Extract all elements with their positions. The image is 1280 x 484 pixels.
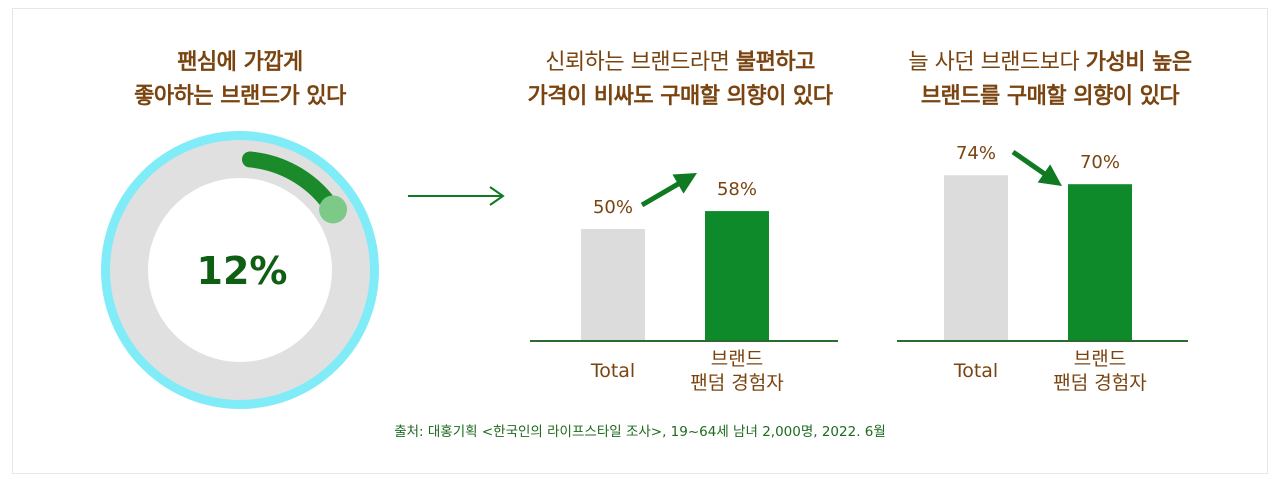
bar-chart-1-category-fandom-line1: 브랜드 xyxy=(711,348,763,370)
bar2-title-line1-normal: 늘 사던 브랜드보다 xyxy=(908,50,1086,75)
source-note: 출처: 대홍기획 <한국인의 라이프스타일 조사>, 19~64세 남녀 2,0… xyxy=(394,424,886,440)
bar1-title: 신뢰하는 브랜드라면 불편하고 가격이 비싸도 구매할 의향이 있다 xyxy=(470,46,890,114)
donut-title-line1: 팬심에 가깝게 xyxy=(177,50,303,75)
bar-chart-2-category-total: Total xyxy=(953,360,998,382)
bar1-title-line1-bold: 불편하고 xyxy=(735,50,815,75)
bar2-title: 늘 사던 브랜드보다 가성비 높은 브랜드를 구매할 의향이 있다 xyxy=(860,46,1240,114)
bar-chart-1-category-fandom-line2: 팬덤 경험자 xyxy=(690,372,783,394)
bar-chart-1-category-total: Total xyxy=(590,360,635,382)
connector-arrow xyxy=(408,186,505,206)
bar1-title-line1-normal: 신뢰하는 브랜드라면 xyxy=(545,50,736,75)
connector-arrow-head xyxy=(489,186,505,206)
donut-chart: 12% xyxy=(101,131,379,409)
bar2-title-line1-bold: 가성비 높은 xyxy=(1085,50,1192,75)
bar2-title-line2: 브랜드를 구매할 의향이 있다 xyxy=(920,84,1180,109)
bar1-title-line1: 신뢰하는 브랜드라면 불편하고 xyxy=(470,46,890,80)
bar-chart-1-label-fandom: 58% xyxy=(717,179,757,200)
donut-title-line2: 좋아하는 브랜드가 있다 xyxy=(134,84,346,109)
donut-value-label: 12% xyxy=(197,249,288,293)
bar-chart-1-trend-arrow xyxy=(640,173,697,208)
bar-chart-2-trend-arrow xyxy=(1011,149,1062,186)
bar-chart-2-category-fandom-line2: 팬덤 경험자 xyxy=(1053,372,1146,394)
bar-chart-1-label-total: 50% xyxy=(593,197,633,218)
bar-chart-1-bar-total xyxy=(581,229,645,341)
donut-title: 팬심에 가깝게 좋아하는 브랜드가 있다 xyxy=(120,46,360,114)
donut-value-arc xyxy=(241,151,338,212)
bar-chart-2-bar-fandom xyxy=(1068,184,1132,341)
donut-track xyxy=(110,140,370,400)
bar-chart-2: 74% 70% Total 브랜드 팬덤 경험자 xyxy=(897,143,1188,394)
bar-chart-1: 50% 58% Total 브랜드 팬덤 경험자 xyxy=(530,173,838,394)
donut-outer-ring xyxy=(101,131,379,409)
bar-chart-2-bar-total xyxy=(944,175,1008,341)
bar-chart-1-bar-fandom xyxy=(705,211,769,341)
bar2-title-line1: 늘 사던 브랜드보다 가성비 높은 xyxy=(860,46,1240,80)
bar1-title-line2: 가격이 비싸도 구매할 의향이 있다 xyxy=(527,84,834,109)
bar-chart-2-label-total: 74% xyxy=(956,143,996,164)
donut-knob xyxy=(319,195,348,224)
bar-chart-2-category-fandom-line1: 브랜드 xyxy=(1074,348,1126,370)
bar-chart-2-label-fandom: 70% xyxy=(1080,152,1120,173)
